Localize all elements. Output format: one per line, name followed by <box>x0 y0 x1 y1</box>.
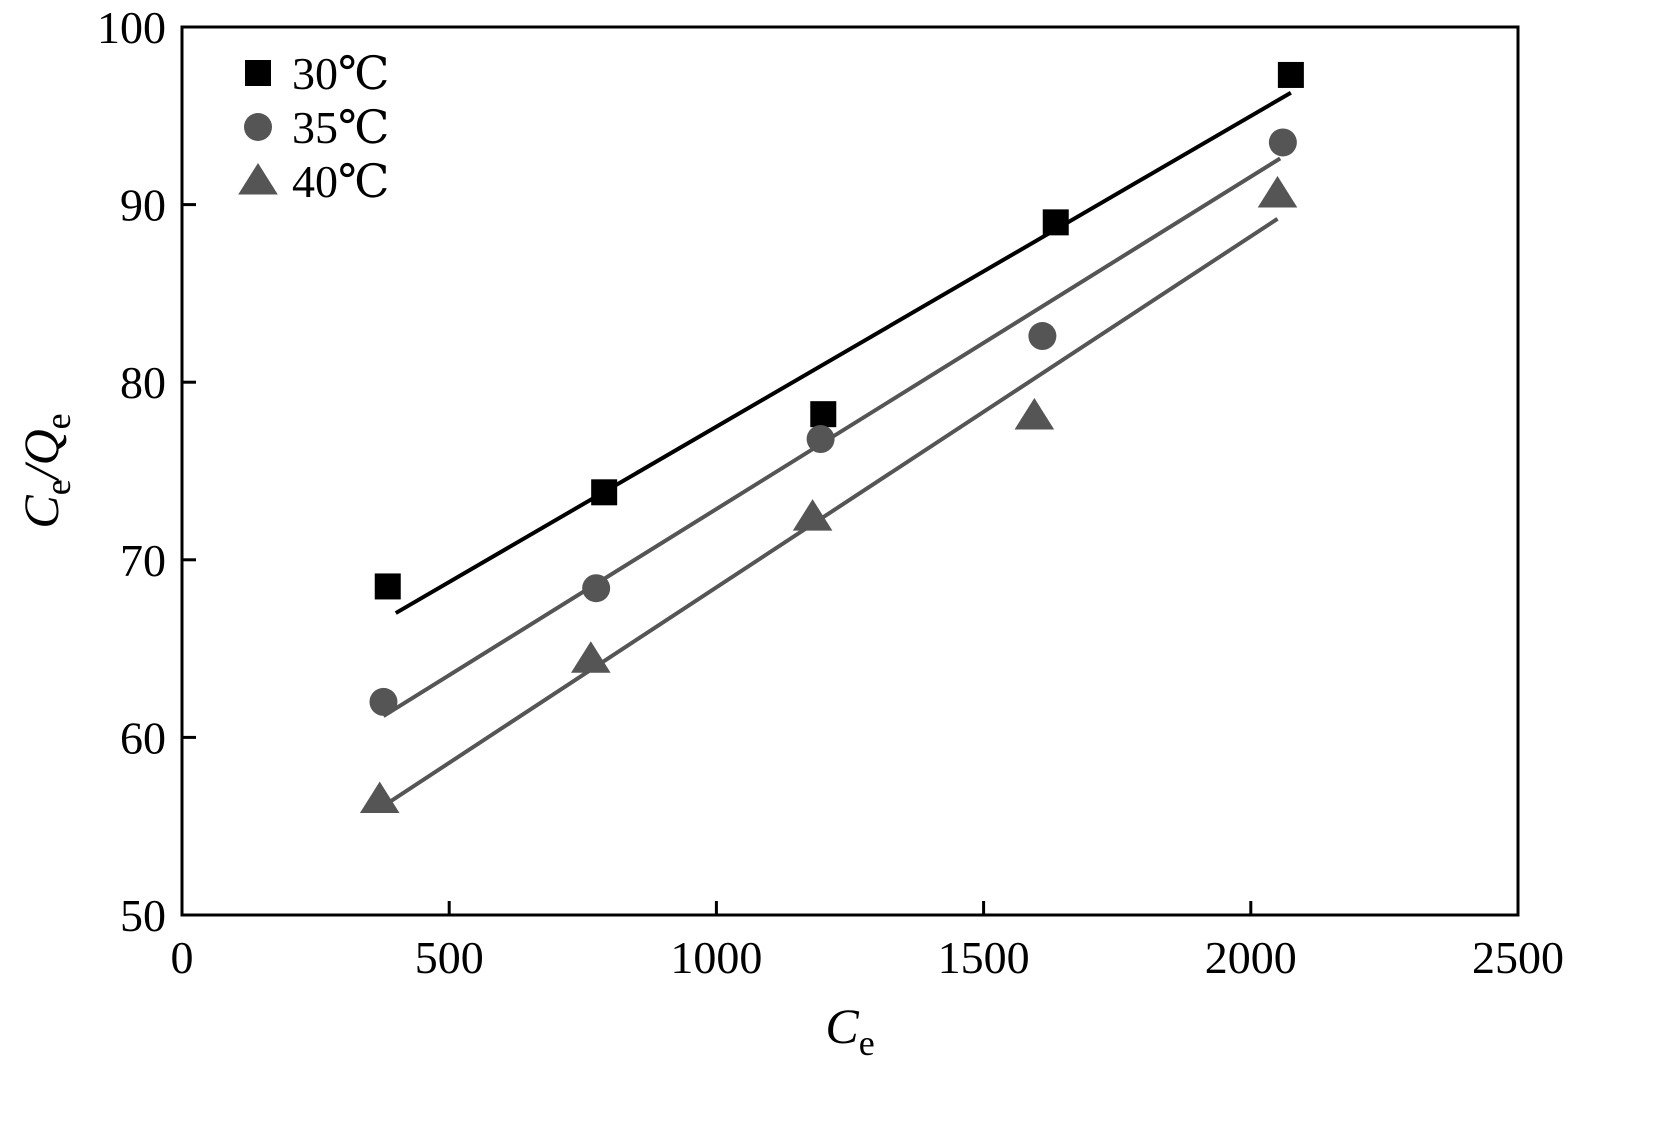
x-tick-label: 2000 <box>1205 932 1297 983</box>
x-axis-ticks: 0 500 1000 1500 2000 2500 <box>171 901 1564 983</box>
y-tick-label: 70 <box>120 535 166 586</box>
legend-marker-0 <box>245 60 271 86</box>
data-point-series-1 <box>1268 128 1297 157</box>
data-point-series-2 <box>1014 397 1055 430</box>
legend-label-2: 40℃ <box>292 156 389 207</box>
data-point-series-1 <box>369 687 398 716</box>
data-markers <box>359 61 1304 814</box>
data-point-series-2 <box>571 641 611 673</box>
data-point-series-2 <box>792 499 833 531</box>
data-point-series-1 <box>806 425 835 454</box>
data-point-series-2 <box>1257 175 1298 208</box>
x-tick-label: 1500 <box>938 932 1030 983</box>
data-point-series-1 <box>1028 322 1057 351</box>
fit-lines <box>378 90 1292 811</box>
y-axis-title: Ce/Qe <box>13 413 78 528</box>
y-tick-label: 100 <box>97 2 166 53</box>
plot-frame <box>180 25 1520 917</box>
fit-line-series-2 <box>378 217 1279 811</box>
plot-area <box>180 25 1520 917</box>
x-axis-title: Ce <box>825 998 874 1063</box>
data-point-series-0 <box>1277 61 1304 88</box>
data-point-series-0 <box>810 401 837 428</box>
legend-marker-1 <box>244 113 272 141</box>
x-tick-label: 500 <box>415 932 484 983</box>
y-tick-label: 50 <box>120 890 166 941</box>
legend: 30℃35℃40℃ <box>238 48 389 207</box>
y-tick-label: 80 <box>120 357 166 408</box>
fit-line-series-0 <box>394 90 1292 615</box>
data-point-series-1 <box>582 574 611 603</box>
x-tick-label: 0 <box>171 932 194 983</box>
x-tick-label: 1000 <box>670 932 762 983</box>
legend-marker-2 <box>238 163 278 195</box>
x-tick-label: 2500 <box>1472 932 1564 983</box>
data-point-series-0 <box>374 573 401 600</box>
data-point-series-0 <box>591 479 618 506</box>
y-tick-label: 60 <box>120 712 166 763</box>
y-axis-ticks: 50 60 70 80 90 100 <box>97 2 196 941</box>
legend-label-0: 30℃ <box>292 48 389 99</box>
data-point-series-2 <box>359 781 400 814</box>
data-point-series-0 <box>1042 209 1069 236</box>
y-tick-label: 90 <box>120 180 166 231</box>
legend-label-1: 35℃ <box>292 102 389 153</box>
